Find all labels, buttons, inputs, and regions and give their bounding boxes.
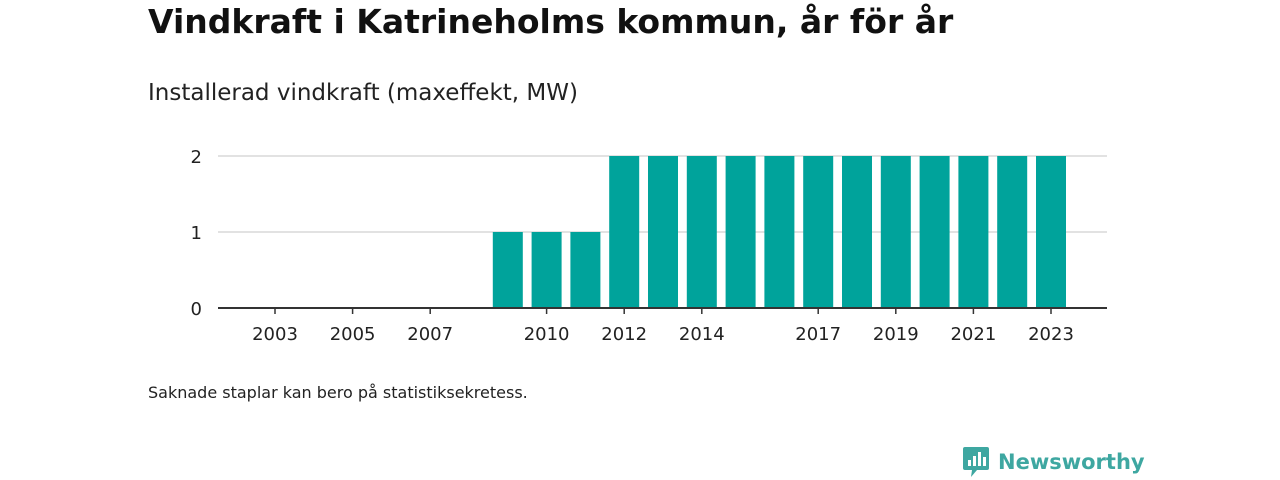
bar-2017: [803, 156, 834, 308]
x-tick-label: 2019: [873, 324, 919, 345]
x-tick-label: 2007: [407, 324, 453, 345]
bar-chart: 0 1 2 2003 2005 2007 2010 2012 2014 2017 2019 2021 2…: [191, 147, 1107, 345]
bar-2020: [919, 156, 950, 308]
bar-2011: [570, 232, 601, 308]
brand-name: Newsworthy: [998, 450, 1145, 474]
bar-2013: [648, 156, 678, 308]
x-tick-label: 2005: [330, 324, 376, 345]
axes: [218, 307, 1107, 314]
bar-2012: [609, 156, 640, 308]
x-tick-label: 2003: [252, 324, 298, 345]
x-tick-label: 2023: [1028, 324, 1074, 345]
bar-2015: [725, 156, 756, 308]
chart-title: Vindkraft i Katrineholms kommun, år för …: [148, 2, 954, 41]
bar-2021: [958, 156, 989, 308]
bar-2023: [1036, 156, 1066, 308]
bars: [492, 156, 1066, 308]
bar-2009: [492, 232, 523, 308]
brand-logo: Newsworthy: [962, 446, 1145, 478]
x-tick-label: 2014: [679, 324, 725, 345]
x-tick-label: 2010: [524, 324, 570, 345]
x-tick-label: 2021: [950, 324, 996, 345]
footnote: Saknade staplar kan bero på statistiksek…: [148, 383, 528, 402]
x-tick-label: 2017: [795, 324, 841, 345]
tick-labels: 0 1 2 2003 2005 2007 2010 2012 2014 2017 2019 2021 2…: [191, 147, 1074, 345]
bar-2016: [764, 156, 795, 308]
y-tick-label: 2: [191, 147, 202, 168]
y-tick-label: 1: [191, 223, 202, 244]
x-tick-label: 2012: [601, 324, 647, 345]
newsworthy-logo-icon: [963, 447, 989, 477]
bar-2010: [531, 232, 562, 308]
y-tick-label: 0: [191, 299, 202, 320]
bar-2022: [997, 156, 1028, 308]
bar-2014: [686, 156, 717, 308]
bar-2019: [880, 156, 911, 308]
chart-subtitle: Installerad vindkraft (maxeffekt, MW): [148, 80, 578, 106]
bar-2018: [842, 156, 872, 308]
